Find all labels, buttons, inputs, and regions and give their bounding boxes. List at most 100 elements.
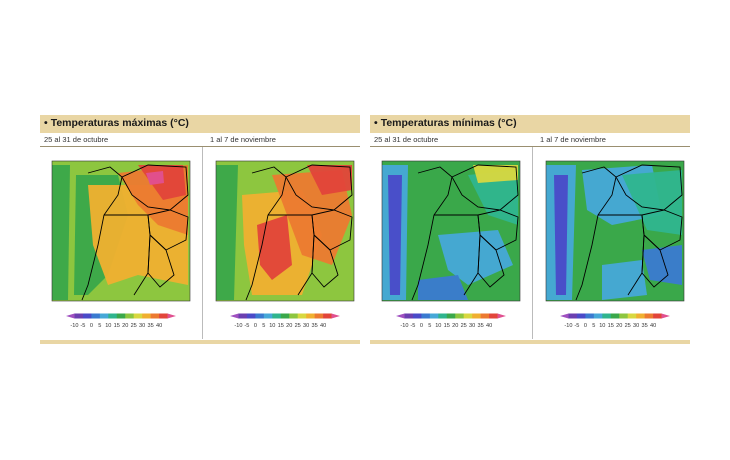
map-frame [545, 160, 685, 302]
scale-tick-label: 15 [608, 323, 614, 329]
scale-tick-label: -5 [410, 323, 415, 329]
country-border [285, 164, 353, 211]
scale-tick-label: 25 [295, 323, 301, 329]
scale-swatch [455, 313, 464, 319]
scale-tick-label: -10 [400, 323, 408, 329]
scale-tick-label: -5 [80, 323, 85, 329]
scale-swatch [489, 313, 498, 319]
scale-tick-label: 20 [286, 323, 292, 329]
scale-swatch [396, 313, 405, 319]
scale-swatch [133, 313, 143, 319]
scale-swatch [412, 313, 422, 319]
color-scale-legend: -10 -5 0 5 10 15 20 25 30 35 40 [230, 313, 340, 329]
country-border [121, 164, 189, 211]
scale-swatch [74, 313, 84, 319]
scale-swatch [306, 313, 315, 319]
scale-tick-label: 10 [435, 323, 441, 329]
scale-swatch [323, 313, 332, 319]
country-border [245, 166, 287, 301]
scale-swatch [636, 313, 645, 319]
scale-tick-label: 5 [98, 323, 101, 329]
scale-tick-label: 35 [477, 323, 483, 329]
map-temp-region [438, 230, 513, 285]
map-frame [215, 160, 355, 302]
temperature-map [48, 155, 196, 303]
scale-swatch [404, 313, 414, 319]
scale-tick-label: 30 [469, 323, 475, 329]
scale-tick-label: -10 [234, 323, 242, 329]
scale-tick-label: 35 [641, 323, 647, 329]
color-scale-legend: -10 -5 0 5 10 15 20 25 30 35 40 [66, 313, 176, 329]
scale-swatch [429, 313, 439, 319]
scale-swatch [585, 313, 595, 319]
scale-tick-label: 10 [105, 323, 111, 329]
scale-swatch [602, 313, 612, 319]
country-border [104, 214, 151, 296]
country-border [434, 214, 481, 296]
panel-footer-bar [40, 340, 360, 344]
panel-title: Temperaturas mínimas (°C) [380, 117, 517, 129]
country-border [451, 164, 519, 211]
map-temp-region [52, 165, 70, 300]
map-temp-region [388, 175, 402, 295]
scale-swatch [238, 313, 248, 319]
scale-tick-label: 35 [311, 323, 317, 329]
scale-swatch [627, 313, 637, 319]
panel-min-temps: • Temperaturas mínimas (°C) 25 al 31 de o… [370, 115, 690, 345]
bullet-icon: • [44, 117, 48, 129]
scale-swatch [280, 313, 290, 319]
scale-swatch [619, 313, 628, 319]
scale-tick-label: 15 [114, 323, 120, 329]
scale-tick-label: 25 [131, 323, 137, 329]
divider [202, 147, 203, 339]
scale-tick-label: 0 [254, 323, 257, 329]
scale-swatch [255, 313, 265, 319]
map-frame [381, 160, 521, 302]
scale-swatch [568, 313, 578, 319]
scale-tick-label: -5 [574, 323, 579, 329]
scale-swatch [289, 313, 298, 319]
panel-title: Temperaturas máximas (°C) [50, 117, 189, 129]
scale-swatch [246, 313, 256, 319]
divider [40, 146, 360, 147]
scale-swatch [472, 313, 481, 319]
scale-swatch [438, 313, 448, 319]
scale-swatch [159, 313, 168, 319]
temperature-map [378, 155, 526, 303]
map-temp-region [307, 165, 352, 195]
scale-swatch [230, 313, 239, 319]
map-temp-region [146, 171, 164, 185]
map-label: 1 al 7 de noviembre [210, 135, 276, 144]
map-frame [51, 160, 191, 302]
scale-swatch [331, 313, 340, 319]
scale-tick-label: 40 [320, 323, 326, 329]
map-temp-region [473, 165, 518, 183]
scale-tick-label: 25 [461, 323, 467, 329]
scale-swatch [99, 313, 109, 319]
scale-tick-label: 15 [278, 323, 284, 329]
scale-swatch [497, 313, 506, 319]
map-label: 25 al 31 de octubre [374, 135, 439, 144]
map-temp-region [257, 215, 292, 280]
scale-swatch [314, 313, 324, 319]
scale-tick-label: 5 [592, 323, 595, 329]
scale-tick-label: 20 [452, 323, 458, 329]
divider [370, 146, 690, 147]
scale-tick-label: 25 [625, 323, 631, 329]
scale-tick-label: 40 [156, 323, 162, 329]
country-border [615, 164, 683, 211]
map-temp-region [418, 275, 468, 300]
color-scale-legend: -10 -5 0 5 10 15 20 25 30 35 40 [396, 313, 506, 329]
scale-swatch [66, 313, 75, 319]
scale-swatch [125, 313, 134, 319]
map-temp-region [468, 170, 518, 225]
scale-tick-label: 30 [303, 323, 309, 329]
panel-footer-bar [370, 340, 690, 344]
scale-swatch [272, 313, 282, 319]
scale-tick-label: 30 [633, 323, 639, 329]
country-border [268, 214, 315, 296]
scale-swatch [150, 313, 160, 319]
scale-swatch [421, 313, 431, 319]
scale-swatch [263, 313, 273, 319]
scale-swatch [593, 313, 603, 319]
